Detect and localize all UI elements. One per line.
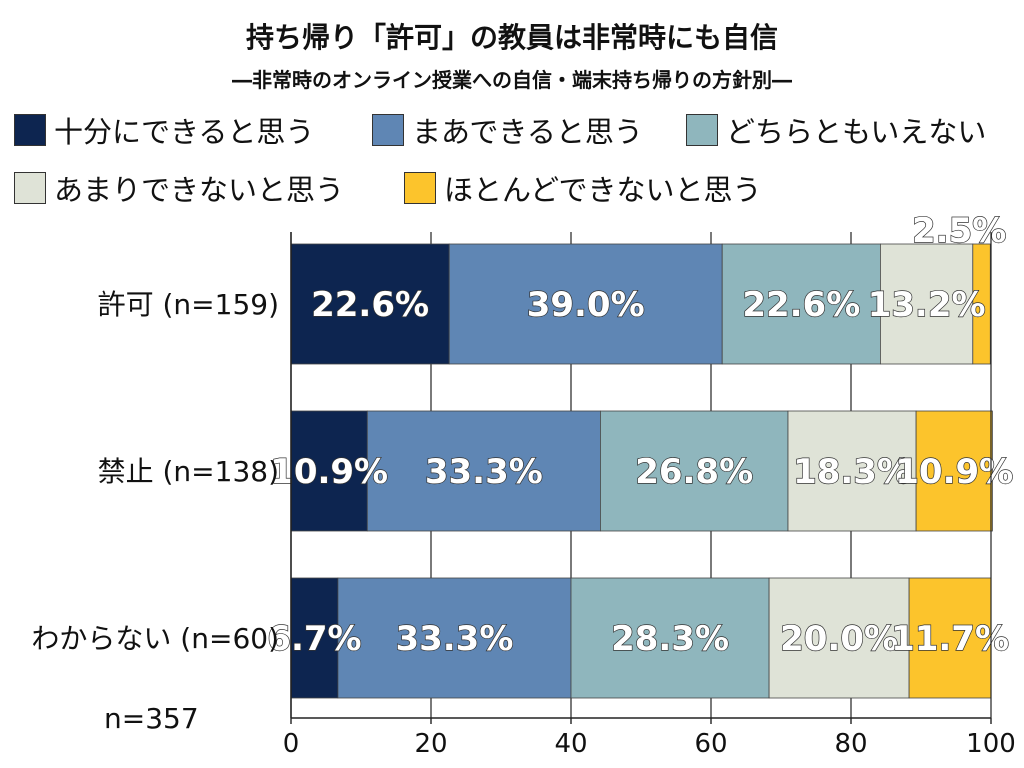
data-label: 10.9%: [895, 452, 1013, 492]
category-label: わからない (n=60): [31, 622, 279, 655]
bar-segment: [570, 577, 770, 699]
x-tick-label: 100: [966, 729, 1016, 759]
bar-segment: [768, 577, 910, 699]
legend-label: まあできると思う: [412, 115, 643, 149]
data-label: 22.6%: [742, 285, 860, 325]
category-label: 禁止 (n=138): [98, 455, 279, 488]
bar-segment: [721, 243, 881, 365]
legend-swatch: [686, 114, 718, 146]
data-label: 26.8%: [635, 452, 753, 492]
legend-swatch: [404, 172, 436, 204]
legend-label: ほとんどできないと思う: [444, 173, 762, 207]
legend-item-somewhat-confident: まあできると思う: [372, 112, 643, 149]
data-label: 10.9%: [270, 452, 388, 492]
data-label: 18.3%: [793, 452, 911, 492]
legend-item-not-very-confident: あまりできないと思う: [14, 170, 345, 207]
data-label: 28.3%: [611, 619, 729, 659]
legend-swatch: [14, 114, 46, 146]
chart-subtitle: ―非常時のオンライン授業への自信・端末持ち帰りの方針別―: [232, 68, 792, 92]
bar-segment: [448, 243, 723, 365]
sample-size-note: n=357: [104, 702, 199, 735]
bar-segment: [337, 577, 572, 699]
legend-label: どちらともいえない: [726, 115, 987, 149]
legend-swatch: [372, 114, 404, 146]
bar-segment: [600, 410, 789, 532]
legend-label: 十分にできると思う: [54, 115, 315, 149]
data-label: 39.0%: [527, 285, 645, 325]
data-label: 33.3%: [425, 452, 543, 492]
x-tick-label: 20: [414, 729, 447, 759]
category-label: 許可 (n=159): [98, 288, 279, 321]
bar-segment: [366, 410, 601, 532]
x-tick-label: 60: [694, 729, 727, 759]
x-tick-label: 0: [283, 729, 300, 759]
data-label: 20.0%: [780, 619, 898, 659]
data-label: 6.7%: [267, 619, 361, 659]
x-tick-label: 80: [834, 729, 867, 759]
data-label: 2.5%: [912, 211, 1006, 251]
chart-title: 持ち帰り「許可」の教員は非常時にも自信: [245, 21, 778, 54]
legend-label: あまりできないと思う: [54, 173, 345, 207]
bar-segment: [880, 243, 974, 365]
bar-segment: [972, 243, 991, 365]
bar-segment: [290, 243, 450, 365]
data-label: 13.2%: [868, 285, 986, 325]
bar-segment: [915, 410, 993, 532]
legend-swatch: [14, 172, 46, 204]
x-tick-label: 40: [554, 729, 587, 759]
legend-item-hardly-confident: ほとんどできないと思う: [404, 170, 762, 207]
legend-item-very-confident: 十分にできると思う: [14, 112, 315, 149]
data-label: 11.7%: [891, 619, 1009, 659]
legend-item-neutral: どちらともいえない: [686, 112, 987, 149]
data-label: 22.6%: [311, 285, 429, 325]
data-label: 33.3%: [395, 619, 513, 659]
